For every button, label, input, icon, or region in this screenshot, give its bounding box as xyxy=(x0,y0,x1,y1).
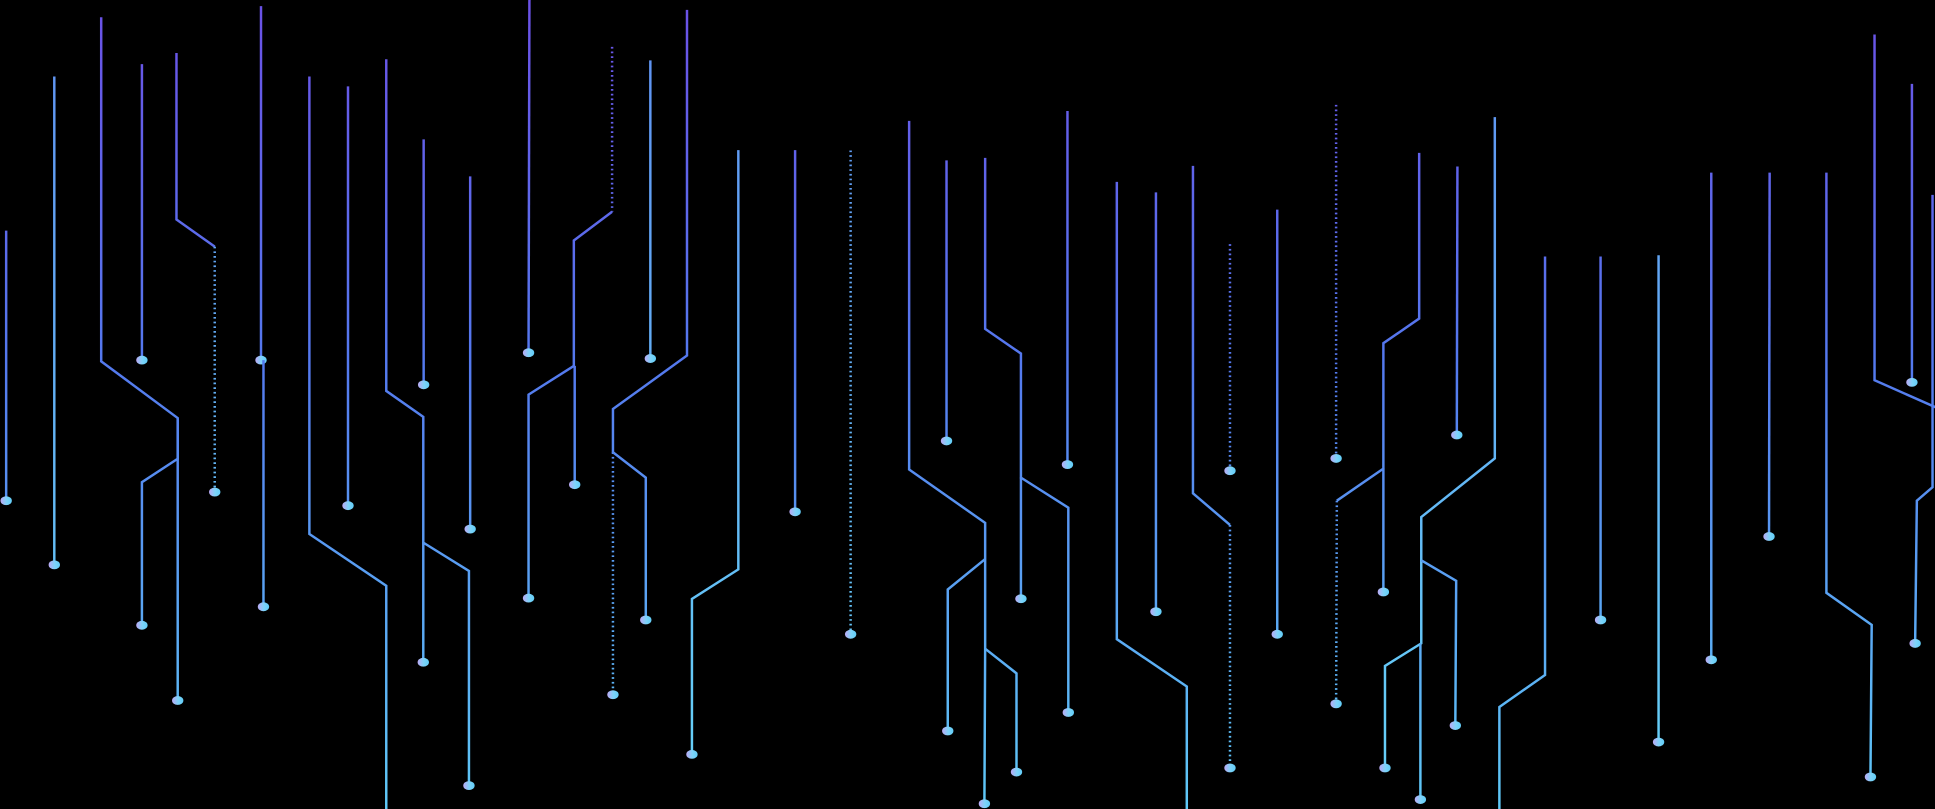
circuit-line xyxy=(1498,256,1547,809)
circuit-line-end-dot xyxy=(1224,466,1236,476)
circuit-line xyxy=(385,59,471,786)
circuit-line-end-dot xyxy=(1224,763,1236,773)
circuit-line-end-dot xyxy=(48,560,60,570)
circuit-line-end-dot xyxy=(942,726,954,736)
circuit-line-end-dot xyxy=(1010,767,1023,777)
circuit-line xyxy=(983,157,1070,713)
circuit-line-end-dot xyxy=(463,781,475,791)
circuit-line-end-dot xyxy=(640,615,652,625)
circuit-line-end-dot xyxy=(1330,699,1342,709)
circuit-line-end-dot xyxy=(1451,430,1463,440)
circuit-line-end-dot xyxy=(464,524,476,534)
circuit-line xyxy=(1455,166,1459,435)
circuit-line-end-dot xyxy=(1449,721,1461,730)
circuit-line xyxy=(1825,172,1873,777)
circuit-line xyxy=(1115,181,1189,809)
circuit-line-end-dot xyxy=(569,480,581,490)
circuit-line-end-dot xyxy=(342,501,354,511)
circuit-line-end-dot xyxy=(1330,453,1342,463)
circuit-line xyxy=(984,647,1018,773)
circuit-line-end-dot xyxy=(940,436,953,446)
circuit-line-end-dot xyxy=(1594,615,1607,625)
circuit-line-end-dot xyxy=(686,749,698,759)
circuit-line-end-dot xyxy=(1906,377,1918,387)
circuit-line xyxy=(1336,152,1421,502)
circuit-line xyxy=(1383,117,1497,768)
circuit-line xyxy=(1767,172,1771,537)
circuit-line xyxy=(527,0,531,353)
circuit-line xyxy=(946,558,986,731)
circuit-line-end-dot xyxy=(1763,532,1775,541)
circuit-line xyxy=(99,17,179,701)
circuit-line-end-dot xyxy=(1015,594,1027,604)
circuit-line-end-dot xyxy=(789,507,801,517)
circuit-line-end-dot xyxy=(1705,655,1717,665)
circuit-line-end-dot xyxy=(1377,587,1390,597)
circuit-line-end-dot xyxy=(136,620,148,630)
circuit-line-end-dot xyxy=(1150,607,1162,617)
circuit-line-end-dot xyxy=(644,354,657,363)
circuit-line-end-dot xyxy=(0,496,12,506)
circuit-line xyxy=(1913,194,1934,644)
circuit-line xyxy=(1873,34,1935,409)
circuit-line-end-dot xyxy=(255,355,267,365)
circuit-line xyxy=(907,120,987,804)
circuit-line xyxy=(527,210,613,599)
circuit-line-end-dot xyxy=(1909,638,1921,648)
circuit-line-end-dot xyxy=(522,593,535,603)
circuit-line xyxy=(308,76,388,809)
circuit-line-end-dot xyxy=(1061,460,1074,469)
circuit-line-dotted xyxy=(1334,500,1339,704)
circuit-line-end-dot xyxy=(1414,795,1427,804)
circuit-line-end-dot xyxy=(607,690,619,700)
circuit-line-end-dot xyxy=(136,355,148,365)
circuit-line xyxy=(1191,165,1231,526)
circuit-line-end-dot xyxy=(1271,629,1283,639)
circuit-line-end-dot xyxy=(417,657,429,667)
circuit-line-end-dot xyxy=(844,629,857,639)
circuit-line-end-dot xyxy=(978,799,991,809)
circuit-line-end-dot xyxy=(1652,737,1665,747)
circuit-line-end-dot xyxy=(257,602,270,612)
circuit-line-end-dot xyxy=(1062,707,1074,717)
circuit-line xyxy=(175,53,216,248)
circuit-line xyxy=(611,9,689,620)
circuit-line-end-dot xyxy=(1864,772,1877,782)
circuit-line-end-dot xyxy=(522,348,535,358)
circuit-line-end-dot xyxy=(172,696,184,705)
circuit-line xyxy=(140,419,179,626)
circuit-line xyxy=(690,150,740,755)
circuit-line-end-dot xyxy=(209,487,221,497)
circuit-line-end-dot xyxy=(1379,763,1391,773)
circuit-line xyxy=(1420,559,1458,726)
circuit-line-end-dot xyxy=(417,380,430,390)
